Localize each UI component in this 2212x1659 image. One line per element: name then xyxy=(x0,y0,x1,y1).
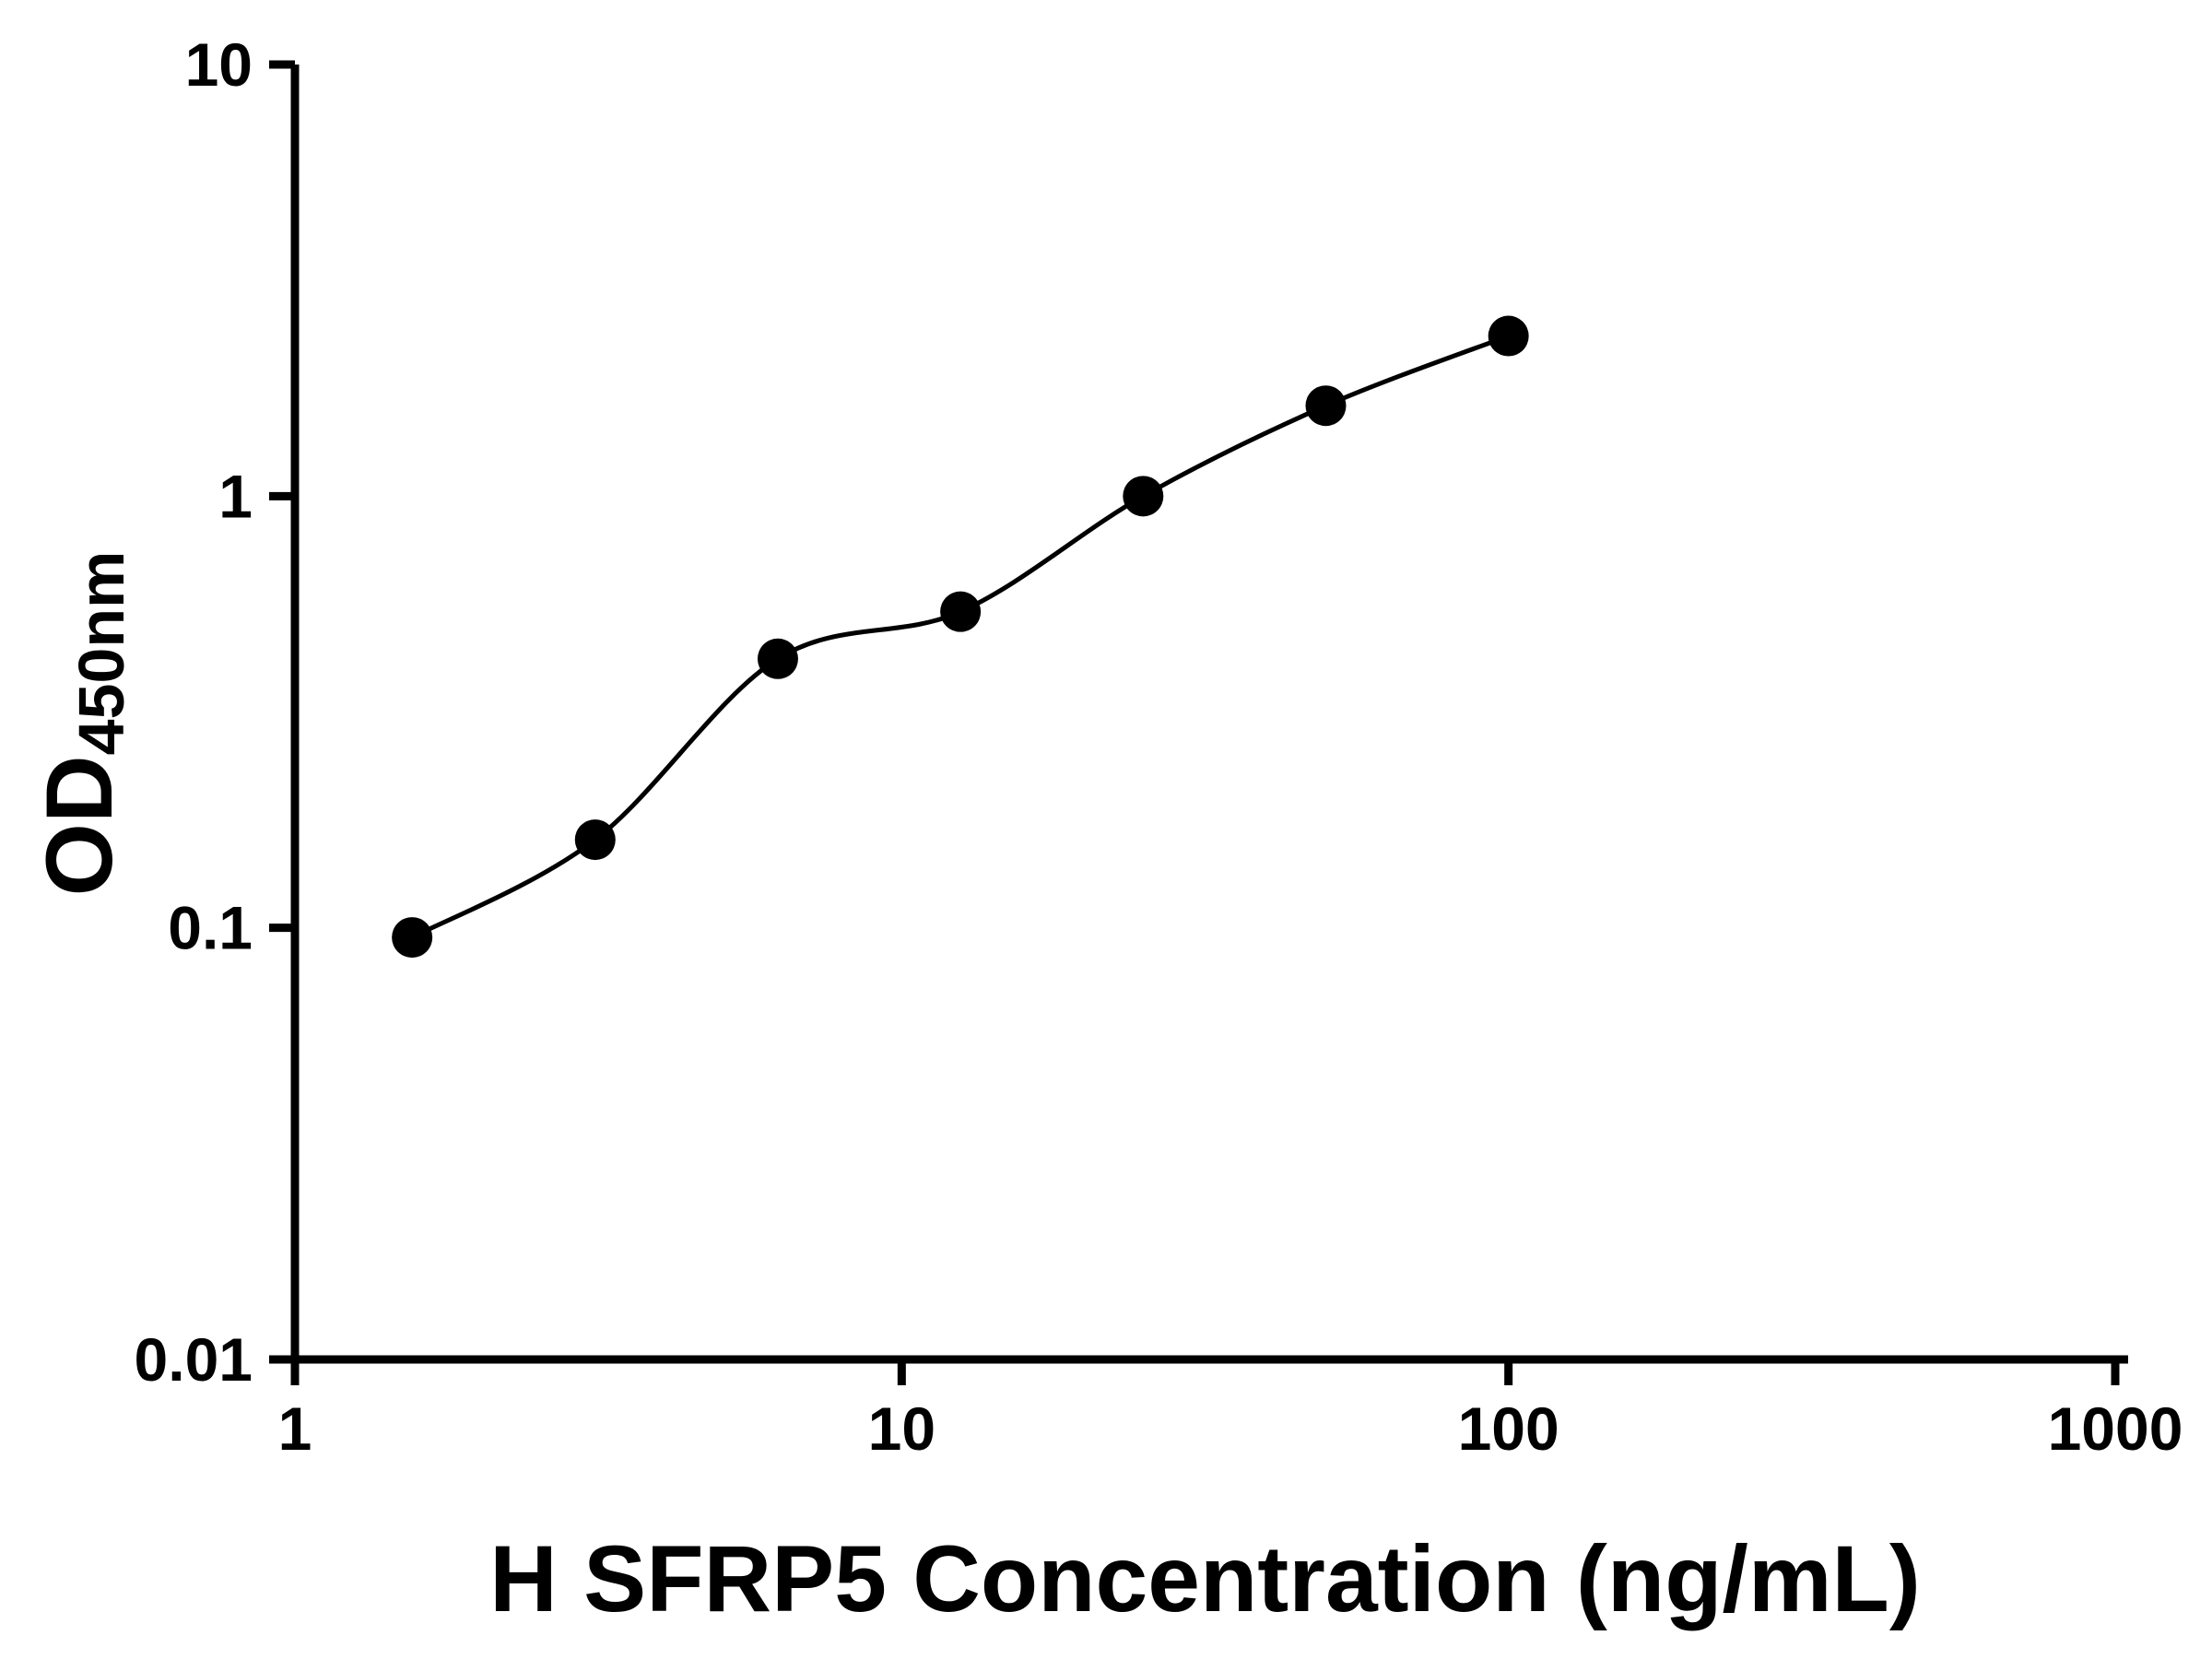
data-point-marker xyxy=(574,819,616,861)
y-axis-tick-label: 10 xyxy=(185,30,253,99)
x-axis-title: H SFRP5 Concentration (ng/mL) xyxy=(489,1526,1921,1631)
y-axis-title-main: OD xyxy=(27,755,133,897)
y-axis-title-subscript: 450nm xyxy=(65,550,137,756)
data-point-marker xyxy=(757,638,798,679)
axis-spines xyxy=(290,65,2128,1364)
data-point-marker xyxy=(1305,385,1347,427)
y-axis-tick-label: 0.1 xyxy=(168,894,253,962)
data-point-marker xyxy=(1123,476,1164,517)
data-point-marker xyxy=(940,591,982,632)
y-axis-tick-label: 1 xyxy=(218,462,253,530)
x-axis-tick-label: 1 xyxy=(278,1394,312,1463)
x-axis-tick-label: 1000 xyxy=(2048,1394,2183,1463)
x-axis-tick-label: 10 xyxy=(868,1394,935,1463)
x-axis-tick-label: 100 xyxy=(1458,1394,1559,1463)
data-point-marker xyxy=(1488,315,1529,357)
y-axis-tick-label: 0.01 xyxy=(135,1325,253,1394)
y-axis-title: OD450nm xyxy=(26,551,138,897)
data-point-marker xyxy=(392,917,433,959)
